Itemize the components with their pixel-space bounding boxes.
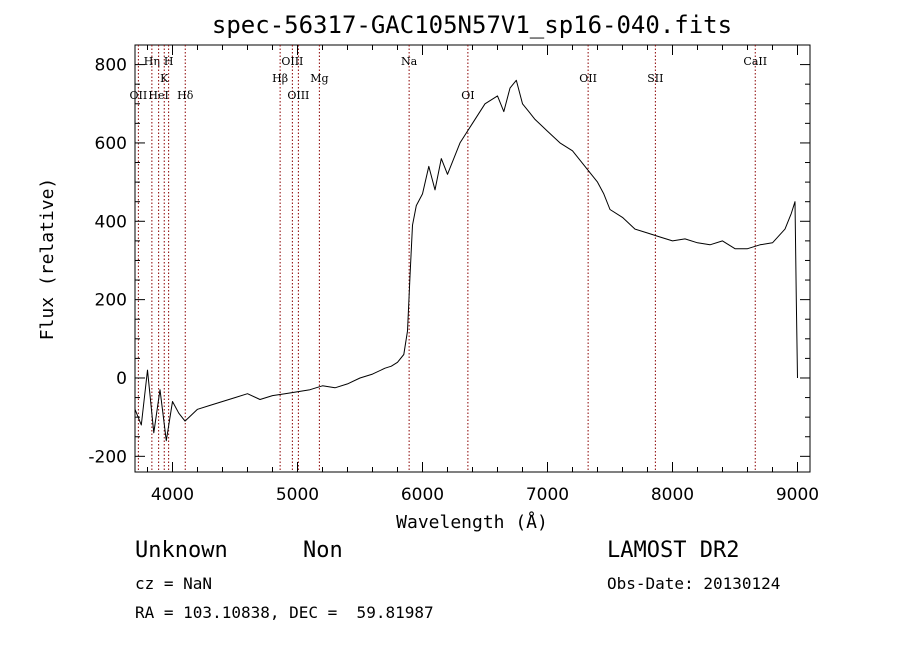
y-axis-label: Flux (relative) xyxy=(37,178,58,341)
spectral-line-label: H xyxy=(164,55,174,68)
chart-title: spec-56317-GAC105N57V1_sp16-040.fits xyxy=(212,11,732,39)
x-tick-label: 6000 xyxy=(401,485,444,505)
spectral-line-label: OIII xyxy=(281,55,303,68)
spectral-line-label: HeI xyxy=(148,89,168,102)
spectral-line-label: OII xyxy=(130,89,148,102)
spectral-line-label: Na xyxy=(401,55,418,68)
x-tick-label: 7000 xyxy=(526,485,569,505)
spectral-line-label: Hη xyxy=(144,55,160,68)
y-tick-label: 400 xyxy=(95,212,127,232)
spectrum-series xyxy=(134,79,798,442)
survey-name: LAMOST DR2 xyxy=(607,538,740,563)
axes: 4000 5000 6000 7000 8000 9000 -200 0 200 400 600 80… xyxy=(88,45,819,505)
y-tick-label: 600 xyxy=(95,134,127,154)
spectral-line-label: SII xyxy=(647,72,663,85)
y-tick-label: 0 xyxy=(116,369,127,389)
spectral-line-label: OI xyxy=(461,89,474,102)
object-subclass: Non xyxy=(303,538,343,563)
x-tick-label: 5000 xyxy=(276,485,319,505)
observation-date: Obs-Date: 20130124 xyxy=(607,574,781,593)
y-tick-label: -200 xyxy=(88,447,127,467)
spectral-line-label: Hδ xyxy=(177,89,194,102)
spectral-line-label: K xyxy=(160,72,169,85)
spectral-line-label: OII xyxy=(579,72,597,85)
spectral-line-label: OIII xyxy=(287,89,309,102)
plot-frame xyxy=(134,44,811,473)
y-tick-label: 800 xyxy=(95,56,127,76)
x-tick-label: 4000 xyxy=(151,485,194,505)
spectral-line-label: Hβ xyxy=(272,72,288,85)
x-tick-label: 8000 xyxy=(651,485,694,505)
x-tick-label: 9000 xyxy=(776,485,819,505)
x-axis-label: Wavelength (Å) xyxy=(396,511,548,533)
object-class: Unknown xyxy=(135,538,228,563)
coordinates: RA = 103.10838, DEC = 59.81987 xyxy=(135,603,434,622)
redshift-cz: cz = NaN xyxy=(135,574,213,593)
spectral-line-label: CaII xyxy=(743,55,767,68)
spectrum-line xyxy=(134,79,798,442)
spectral-line-label: Mg xyxy=(310,72,328,85)
y-tick-label: 200 xyxy=(95,291,127,311)
